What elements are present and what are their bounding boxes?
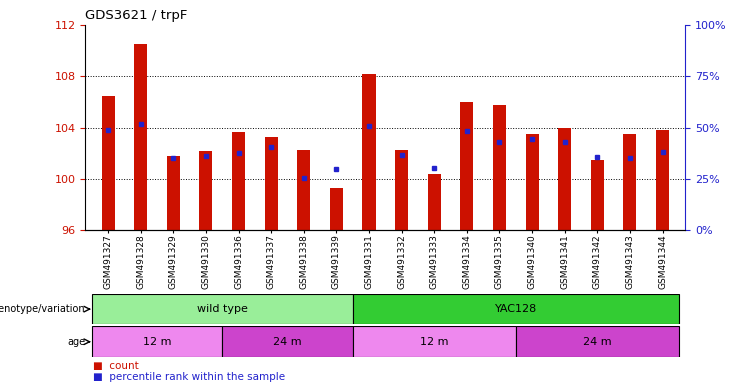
Bar xyxy=(199,151,213,230)
Bar xyxy=(591,160,604,230)
Bar xyxy=(297,149,310,230)
Bar xyxy=(493,104,506,230)
Bar xyxy=(428,174,441,230)
Text: YAC128: YAC128 xyxy=(495,304,537,314)
Text: GDS3621 / trpF: GDS3621 / trpF xyxy=(85,9,187,22)
Text: 12 m: 12 m xyxy=(143,337,171,347)
Bar xyxy=(330,188,343,230)
Text: 24 m: 24 m xyxy=(273,337,302,347)
Text: ■  count: ■ count xyxy=(93,361,139,371)
Bar xyxy=(265,137,278,230)
Text: 24 m: 24 m xyxy=(583,337,611,347)
Bar xyxy=(558,127,571,230)
Bar xyxy=(134,44,147,230)
Bar xyxy=(362,74,376,230)
Text: age: age xyxy=(67,337,85,347)
Bar xyxy=(92,326,222,357)
Bar xyxy=(395,149,408,230)
Bar xyxy=(460,102,473,230)
Bar xyxy=(232,132,245,230)
Text: genotype/variation: genotype/variation xyxy=(0,304,85,314)
Bar xyxy=(623,134,637,230)
Bar xyxy=(525,134,539,230)
Bar xyxy=(222,326,353,357)
Text: 12 m: 12 m xyxy=(420,337,448,347)
Bar xyxy=(92,294,353,324)
Bar xyxy=(167,156,180,230)
Bar xyxy=(656,130,669,230)
Bar xyxy=(353,294,679,324)
Text: wild type: wild type xyxy=(197,304,247,314)
Bar xyxy=(102,96,115,230)
Bar xyxy=(353,326,516,357)
Bar xyxy=(516,326,679,357)
Text: ■  percentile rank within the sample: ■ percentile rank within the sample xyxy=(93,372,285,382)
